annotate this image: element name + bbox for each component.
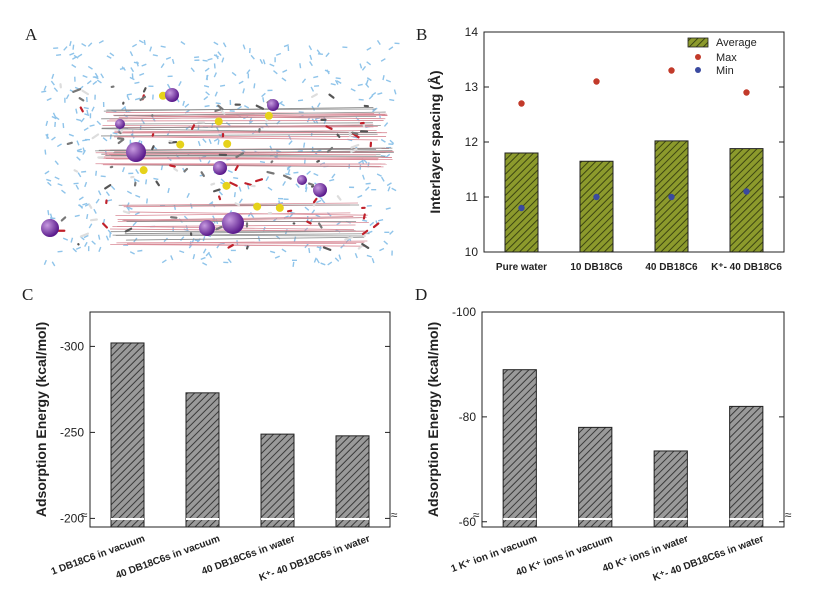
y-tick-label: -300: [60, 339, 84, 353]
legend-marker-max: [695, 54, 701, 60]
y-tick-label: -200: [60, 511, 84, 525]
y-tick-label: 13: [465, 80, 479, 94]
legend-label-max: Max: [716, 52, 737, 64]
y-axis-label: Adsorption Energy (kcal/mol): [33, 322, 49, 517]
legend-label-min: Min: [716, 65, 734, 77]
bar: [729, 148, 764, 253]
marker-min: [518, 204, 525, 212]
marker-max: [668, 67, 675, 74]
y-tick-label: 11: [466, 190, 479, 204]
marker-min: [593, 193, 600, 201]
marker-max: [518, 100, 525, 107]
category-label: 40 DB18C6: [645, 262, 698, 273]
plot-frame: [481, 311, 785, 528]
axis-break-mark-left: ≈: [473, 508, 480, 522]
marker-max: [743, 89, 750, 96]
y-tick-label: 10: [465, 245, 479, 259]
panel-label-c: C: [22, 285, 33, 304]
bar: [729, 405, 764, 528]
panel-d: D -60 -80 -100 Adsorption Energy (kcal/mol)…: [415, 285, 792, 584]
panel-b: B 10 11 12 13 14 Interlayer spacing (Å) Pure w…: [416, 25, 785, 273]
y-tick-label: -100: [452, 305, 476, 319]
y-axis-label: Adsorption Energy (kcal/mol): [425, 322, 441, 517]
panel-label-a: A: [25, 25, 38, 44]
bar: [502, 369, 537, 528]
y-axis-label: Interlayer spacing (Å): [427, 70, 443, 213]
legend-label-average: Average: [716, 37, 757, 49]
adsorption-energy-chart-c: -200 -250 -300 Adsorption Energy (kcal/mol)…: [33, 311, 398, 584]
legend-swatch-average: [687, 37, 709, 48]
y-tick-label: -250: [60, 425, 84, 439]
legend-marker-min: [695, 67, 701, 73]
category-label: K⁺- 40 DB18C6: [711, 262, 782, 273]
y-tick-label: 12: [465, 135, 479, 149]
bar: [504, 152, 539, 253]
y-tick-label: -80: [459, 410, 477, 424]
bar: [579, 160, 614, 253]
interlayer-spacing-chart: 10 11 12 13 14 Interlayer spacing (Å) Pure wat…: [427, 25, 785, 273]
bar: [578, 426, 613, 528]
y-tick-label: -60: [459, 515, 477, 529]
category-label: Pure water: [496, 262, 547, 273]
bar: [653, 450, 688, 528]
panel-c: C -200 -250 -300 Adsorption Energy (kcal/mo…: [22, 285, 398, 584]
marker-min: [743, 188, 750, 195]
axis-break-mark-right: ≈: [785, 508, 792, 522]
bar: [185, 392, 220, 528]
plot-frame: [89, 311, 391, 528]
marker-min: [668, 193, 675, 201]
panel-label-b: B: [416, 25, 427, 44]
molecular-snapshot: [41, 39, 400, 267]
axis-break-mark-left: ≈: [81, 508, 88, 522]
panel-label-d: D: [415, 285, 427, 304]
bar: [335, 435, 370, 528]
panel-a: A: [25, 25, 400, 267]
category-label: 10 DB18C6: [570, 262, 623, 273]
bar: [260, 433, 295, 528]
axis-break-mark-right: ≈: [391, 508, 398, 522]
marker-max: [593, 78, 600, 85]
y-tick-label: 14: [465, 25, 479, 39]
bar: [110, 342, 145, 528]
